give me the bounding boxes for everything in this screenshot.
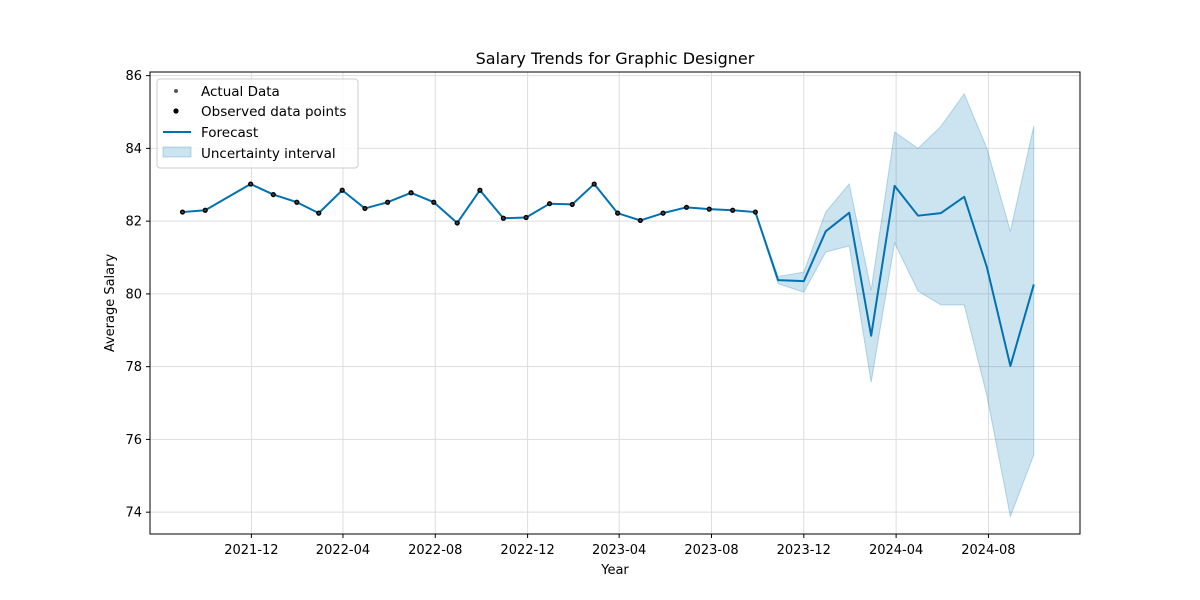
y-tick-label: 86 (125, 69, 142, 84)
points-layer (179, 181, 758, 226)
actual-point (181, 210, 184, 214)
legend-forecast-label: Forecast (201, 125, 258, 141)
actual-point (571, 203, 574, 206)
y-tick-label: 80 (125, 287, 142, 302)
x-tick-label: 2024-04 (869, 543, 923, 558)
y-tick-label: 74 (125, 506, 142, 521)
y-axis-label: Average Salary (103, 254, 118, 353)
actual-point (204, 209, 207, 212)
legend-observed-marker (173, 108, 179, 114)
y-tick-label: 78 (125, 360, 142, 375)
y-tick-label: 84 (125, 142, 142, 157)
legend-actual-label: Actual Data (201, 84, 280, 100)
actual-point (432, 201, 435, 204)
uncertainty-layer (754, 92, 1035, 519)
x-tick-label: 2023-04 (592, 543, 646, 558)
x-tick-label: 2024-08 (961, 543, 1015, 558)
actual-point (708, 207, 711, 211)
x-tick-label: 2023-08 (684, 543, 738, 558)
actual-point (295, 201, 299, 204)
legend-interval-swatch (162, 146, 192, 158)
x-axis-label: Year (600, 563, 629, 578)
actual-point (661, 211, 665, 215)
actual-point (502, 217, 505, 220)
actual-point (685, 206, 688, 209)
x-tick-label: 2021-12 (224, 543, 278, 558)
legend: Actual Data Observed data points Forecas… (156, 78, 359, 169)
actual-point (639, 219, 642, 222)
grid-layer (150, 72, 1080, 534)
actual-point (249, 182, 252, 186)
x-axis: 2021-12 2022-04 2022-08 2022-12 2023-04 2023-… (224, 534, 1016, 558)
legend-actual-marker (174, 89, 178, 93)
x-tick-label: 2023-12 (777, 543, 831, 558)
legend-interval-label: Uncertainty interval (201, 146, 336, 162)
legend-box (156, 78, 359, 169)
y-axis: 74 76 78 80 82 84 86 (125, 69, 150, 521)
actual-point (386, 201, 389, 204)
actual-point (272, 193, 275, 196)
actual-point (456, 221, 459, 225)
x-tick-label: 2022-04 (316, 543, 370, 558)
actual-point (731, 209, 734, 212)
actual-point (524, 216, 528, 219)
actual-point (548, 202, 551, 205)
actual-point (341, 189, 344, 192)
plot-frame (149, 71, 1081, 535)
x-tick-label: 2022-08 (408, 543, 462, 558)
legend-observed-label: Observed data points (201, 104, 346, 120)
y-tick-label: 76 (125, 433, 142, 448)
actual-point (616, 211, 619, 215)
actual-point (317, 211, 320, 215)
chart-title: Salary Trends for Graphic Designer (476, 49, 755, 68)
x-tick-label: 2022-12 (500, 543, 554, 558)
actual-point (592, 182, 596, 186)
actual-point (754, 210, 757, 214)
actual-point (478, 189, 482, 192)
uncertainty-band (754, 92, 1035, 519)
actual-point (409, 191, 413, 194)
y-tick-label: 82 (125, 215, 142, 230)
actual-point (363, 207, 367, 210)
